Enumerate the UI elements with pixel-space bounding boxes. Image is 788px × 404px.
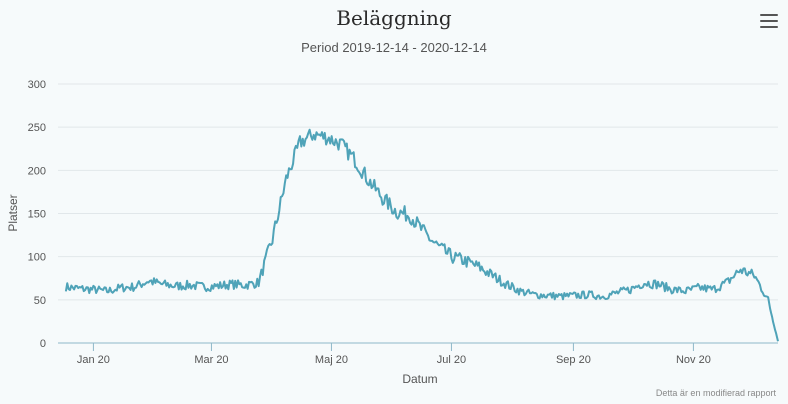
chart-subtitle: Period 2019-12-14 - 2020-12-14	[301, 40, 487, 55]
y-tick-label: 300	[28, 79, 46, 91]
y-tick-label: 50	[34, 295, 46, 307]
x-tick-label: Jul 20	[437, 354, 466, 366]
x-tick-label: Maj 20	[315, 354, 348, 366]
y-tick-label: 150	[28, 209, 46, 221]
y-tick-label: 0	[40, 338, 46, 350]
x-tick-label: Jan 20	[77, 354, 110, 366]
y-tick-label: 200	[28, 165, 46, 177]
series-line	[64, 128, 779, 342]
hamburger-menu-icon[interactable]	[760, 14, 778, 30]
x-tick-label: Nov 20	[676, 354, 711, 366]
x-tick-label: Mar 20	[194, 354, 228, 366]
y-tick-label: 250	[28, 122, 46, 134]
report-credit: Detta är en modifierad rapport	[655, 388, 776, 398]
y-tick-label: 100	[28, 252, 46, 264]
x-axis-title: Datum	[402, 372, 437, 386]
x-tick-label: Sep 20	[556, 354, 591, 366]
chart-title: Beläggning	[336, 6, 452, 30]
y-axis-title: Platser	[6, 194, 20, 231]
